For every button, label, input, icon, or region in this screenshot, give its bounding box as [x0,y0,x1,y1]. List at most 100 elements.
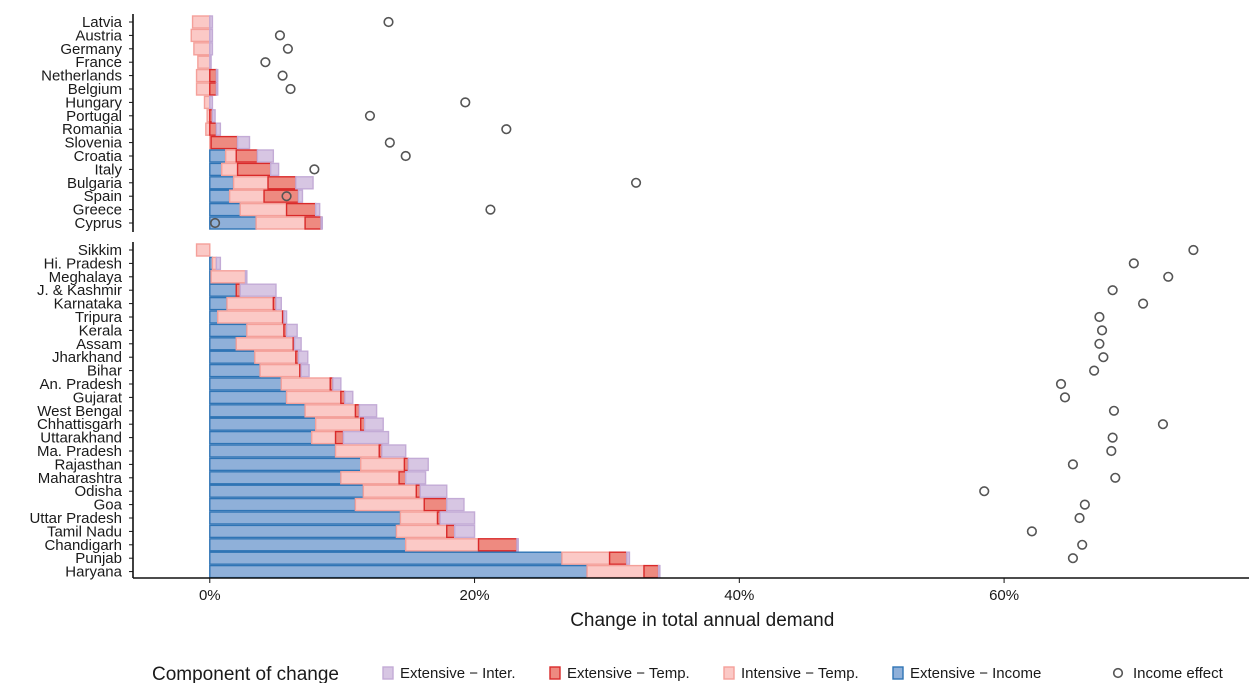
legend-title: Component of change [152,664,339,683]
bar-segment-ext-inter [344,390,354,405]
bar-segment-int-temp [586,564,645,579]
bar-segment-ext-inter [342,430,390,445]
bar-segment-ext-inter [297,350,309,364]
income-effect-point [1098,352,1109,363]
bar-segment-ext-temp [304,216,322,230]
bar-segment-ext-inter [295,176,314,190]
income-effect-point [274,30,286,41]
category-label: Punjab [75,550,122,567]
category-label: Tripura [75,309,123,326]
bar-segment-ext-inter [332,377,342,391]
category-label: Uttarakhand [40,430,122,447]
category-label: Spain [84,188,122,205]
income-effect-point [384,137,395,148]
income-effect-point [1089,365,1100,376]
bar-segment-ext-inter [209,15,214,29]
bar-segment-ext-inter [215,256,222,271]
income-effect-point [1163,271,1174,282]
bar-segment-ext-inter [453,524,476,539]
income-effect-point [460,97,471,108]
bar-segment-ext-temp [267,176,297,190]
bar-segment-income [209,323,248,338]
bar-segment-income [209,444,337,458]
income-effect-point [1074,512,1085,524]
bar-segment-ext-inter [358,404,378,418]
bar-segment-ext-inter [215,68,219,83]
bar-segment-income [209,564,588,579]
bar-segment-ext-inter [293,337,302,351]
category-label: Goa [94,497,123,514]
legend-label: Extensive − Temp. [567,665,690,682]
income-effect-point [1079,499,1090,510]
income-effect-point [1094,338,1105,349]
bar-segment-int-temp [195,243,211,257]
bar-segment-ext-inter [269,162,280,177]
category-label: Hungary [65,94,122,111]
category-label: Karnataka [54,296,123,313]
category-label: Latvia [82,14,123,31]
income-effect-point [1094,311,1105,323]
bar-segment-ext-inter [300,363,310,378]
income-effect-point [1096,325,1108,336]
bar-segment-ext-temp [209,82,218,96]
bar-segment-ext-inter [215,122,222,136]
bar-segment-int-temp [220,162,239,177]
bar-segment-income [209,350,256,364]
legend: Component of change Extensive − Inter. Ex… [152,664,1224,683]
bar-segment-ext-inter [209,28,214,43]
legend-label: Extensive − Income [910,665,1041,682]
legend-label: Income effect [1133,665,1224,682]
bar-segment-income [209,430,313,445]
bar-segment-int-temp [405,538,480,552]
category-label: Ma. Pradesh [37,443,122,460]
bar-segment-income [209,176,235,190]
income-effect-point [1107,285,1118,296]
category-label: Kerala [79,322,123,339]
bar-segment-int-temp [334,444,380,458]
bar-segment-ext-temp [643,564,660,579]
bar-segment-ext-inter [297,189,304,203]
category-label: Rajasthan [54,456,122,473]
bar-segment-int-temp [285,390,342,405]
income-effect-point [485,204,496,215]
bar-segment-income [209,511,402,525]
bar-segment-int-temp [191,15,211,29]
income-effect-point [285,83,296,95]
category-label: Hi. Pradesh [44,255,122,272]
bar-segment-int-temp [399,511,439,525]
bar-segment-ext-inter [626,551,631,565]
income-effect-point [979,486,990,497]
x-axis-ticks: 0% 20% 40% 60% [199,578,1019,604]
bar-segment-int-temp [217,310,284,324]
category-label: Slovenia [64,135,122,152]
bar-segment-income [209,202,241,217]
income-effect-point [400,150,411,162]
bar-segment-income [209,417,317,431]
legend-swatch-income [892,666,904,680]
bar-segment-int-temp [193,42,211,56]
bar-segment-ext-inter [419,484,448,498]
bar-segment-int-temp [280,377,331,391]
income-effect-point [1188,244,1199,256]
bar-segment-ext-inter [236,135,251,150]
bar-segment-ext-inter [209,42,214,56]
bar-segment-int-temp [340,471,400,485]
legend-point-income-effect [1112,667,1124,679]
bar-segment-int-temp [226,296,275,311]
bar-segment-ext-temp [446,524,456,539]
income-effect-point [209,217,221,229]
bar-segment-ext-inter [215,82,219,96]
bar-segment-income [209,524,398,539]
legend-label: Extensive − Inter. [400,665,515,682]
bar-segment-income [209,484,365,498]
income-effect-point [501,124,512,135]
category-label: Greece [73,202,122,219]
x-tick-label: 60% [989,587,1019,604]
category-label: Meghalaya [49,269,123,286]
category-label: Portugal [66,108,122,125]
category-label: France [75,54,122,71]
x-axis-title: Change in total annual demand [570,610,834,631]
income-effect-point [1059,392,1071,403]
bar-segment-int-temp [354,497,425,512]
